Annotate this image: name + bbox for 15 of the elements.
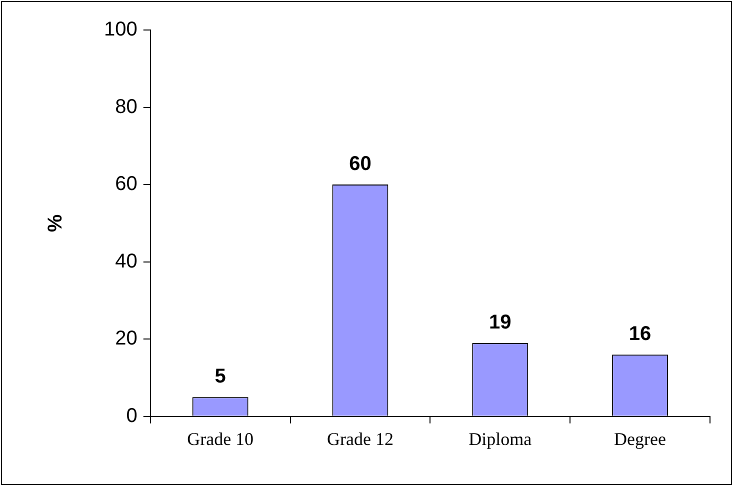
x-tick-label: Grade 10 <box>187 428 254 449</box>
data-label: 19 <box>489 312 512 334</box>
y-tick-label: 100 <box>104 18 138 41</box>
y-tick-label: 80 <box>115 96 138 118</box>
data-label: 5 <box>214 366 226 388</box>
y-tick-label: 0 <box>126 404 138 427</box>
x-tick-label: Diploma <box>468 428 532 449</box>
data-label: 16 <box>628 323 652 346</box>
data-label: 60 <box>349 153 372 176</box>
y-tick-label: 40 <box>115 250 138 272</box>
x-tick-label: Grade 12 <box>326 428 394 449</box>
y-axis-title: % <box>44 214 67 232</box>
x-tick-label: Degree <box>614 428 666 449</box>
y-tick-label: 60 <box>115 173 138 196</box>
y-tick-label: 20 <box>115 328 138 350</box>
